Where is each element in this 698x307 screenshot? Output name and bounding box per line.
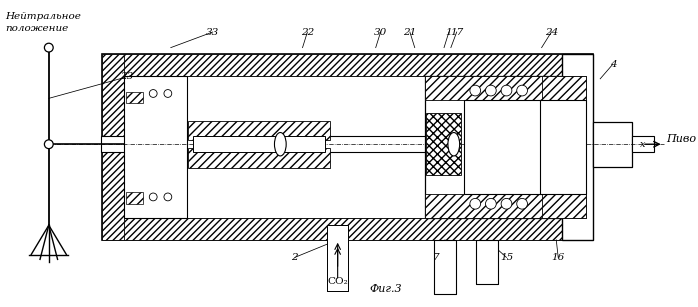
Circle shape (45, 140, 53, 149)
Circle shape (149, 90, 157, 97)
Text: 4: 4 (609, 60, 616, 69)
Circle shape (45, 43, 53, 52)
Circle shape (470, 198, 481, 209)
Bar (103, 54, 124, 240)
Bar (188, 148, 330, 168)
Circle shape (164, 193, 172, 201)
Text: 23: 23 (120, 72, 133, 81)
Text: 1: 1 (445, 28, 452, 37)
Circle shape (517, 85, 528, 96)
Bar (562, 54, 593, 240)
Text: 16: 16 (551, 253, 565, 262)
Circle shape (501, 198, 512, 209)
Bar (126, 91, 144, 103)
Text: 7: 7 (433, 253, 440, 262)
Ellipse shape (448, 133, 460, 156)
Text: 30: 30 (374, 28, 387, 37)
Bar (424, 76, 586, 100)
Text: x: x (640, 140, 646, 149)
Text: 21: 21 (403, 28, 417, 37)
Bar (103, 54, 593, 240)
Text: 2: 2 (291, 253, 298, 262)
Text: Фиг.3: Фиг.3 (369, 284, 402, 294)
Bar (424, 76, 586, 218)
Bar (632, 136, 654, 152)
Bar (124, 76, 187, 218)
Circle shape (517, 198, 528, 209)
Text: 15: 15 (500, 253, 513, 262)
Bar (463, 100, 542, 194)
Bar (593, 122, 632, 167)
Bar (327, 225, 348, 291)
Bar (424, 194, 586, 218)
Bar (540, 100, 586, 194)
Bar (193, 136, 325, 152)
Text: Пиво: Пиво (667, 134, 697, 144)
Bar (476, 240, 498, 284)
Bar (542, 76, 586, 218)
Bar (434, 240, 456, 293)
Text: CO₂: CO₂ (327, 277, 348, 286)
Circle shape (149, 193, 157, 201)
Bar (124, 76, 593, 218)
Bar (101, 136, 593, 152)
Bar (188, 121, 330, 140)
Bar (103, 218, 593, 240)
Text: 22: 22 (301, 28, 314, 37)
Bar (327, 225, 348, 291)
Bar (562, 54, 593, 240)
Bar (434, 240, 456, 293)
Text: Нейтральное
положение: Нейтральное положение (5, 13, 81, 33)
Text: 17: 17 (450, 28, 463, 37)
Circle shape (164, 90, 172, 97)
Ellipse shape (274, 133, 286, 156)
Bar (476, 240, 498, 284)
Circle shape (486, 198, 496, 209)
Bar (103, 54, 593, 76)
Circle shape (470, 85, 481, 96)
Circle shape (501, 85, 512, 96)
Text: 24: 24 (544, 28, 558, 37)
Text: 33: 33 (206, 28, 219, 37)
Bar (426, 113, 461, 176)
Bar (126, 192, 144, 204)
Bar (593, 122, 632, 167)
Circle shape (486, 85, 496, 96)
